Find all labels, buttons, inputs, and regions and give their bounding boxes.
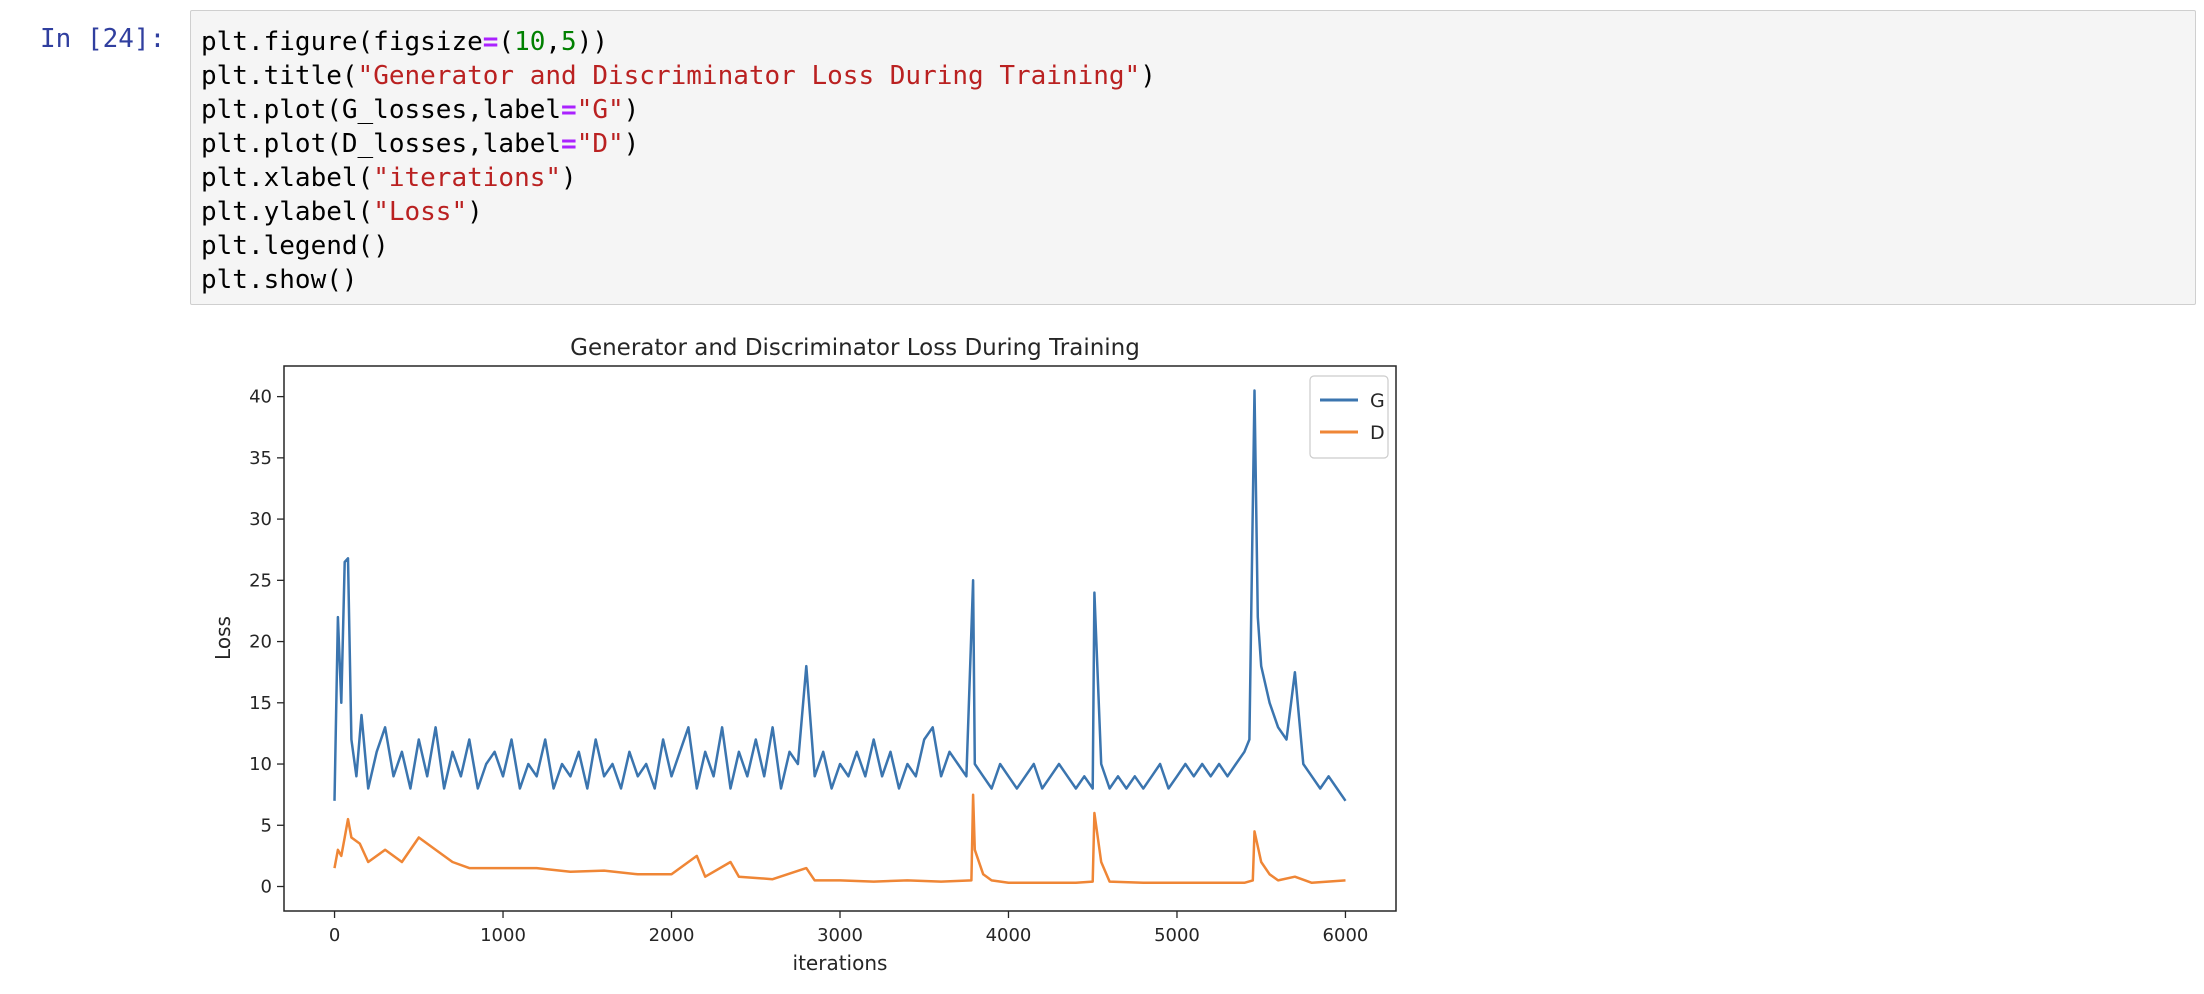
code-token: ( (498, 27, 515, 57)
code-line: plt.plot(D_losses,label="D") (201, 127, 1156, 161)
y-tick-label: 5 (261, 815, 272, 836)
code-token: 5 (561, 27, 577, 57)
y-tick-label: 35 (249, 448, 272, 469)
x-axis: 0 1000 2000 3000 4000 5000 6000 (329, 911, 1369, 946)
code-token: ) (623, 95, 640, 125)
code-line: plt.figure(figsize=(10,5)) (201, 25, 1156, 59)
y-tick-label: 10 (249, 754, 272, 775)
x-tick-label: 0 (329, 925, 340, 946)
series-line-D (333, 793, 1346, 885)
code-token: plt.plot(D_losses,label (201, 129, 562, 159)
code-token: = (561, 129, 577, 159)
y-tick-label: 25 (249, 570, 272, 591)
series-line-G (333, 389, 1347, 802)
code-token: plt.show() (201, 265, 358, 295)
code-token: ) (623, 129, 640, 159)
code-token: "Generator and Discriminator Loss During… (357, 61, 1141, 91)
x-tick-label: 2000 (649, 925, 695, 946)
cell-prompt: In [24]: (40, 24, 166, 54)
code-line: plt.title("Generator and Discriminator L… (201, 59, 1156, 93)
code-line: plt.ylabel("Loss") (201, 195, 1156, 229)
code-line: plt.show() (201, 263, 1156, 297)
chart-title: Generator and Discriminator Loss During … (570, 335, 1140, 361)
code-token: = (482, 27, 499, 57)
code-token: "G" (576, 95, 624, 125)
code-token: "Loss" (373, 197, 468, 227)
code-token: )) (576, 27, 609, 57)
x-tick-label: 5000 (1154, 925, 1200, 946)
code-token: plt.legend() (201, 231, 389, 261)
y-tick-label: 30 (249, 509, 272, 530)
code-token: plt.title( (201, 61, 358, 91)
y-axis: 0 5 10 15 20 25 30 35 40 (249, 387, 284, 898)
y-tick-label: 15 (249, 693, 272, 714)
cell-output: Generator and Discriminator Loss During … (200, 320, 1440, 980)
x-tick-label: 1000 (480, 925, 526, 946)
code-line: plt.plot(G_losses,label="G") (201, 93, 1156, 127)
code-token: 10 (514, 27, 546, 57)
code-token: ) (467, 197, 483, 227)
x-tick-label: 3000 (817, 925, 863, 946)
x-axis-label: iterations (793, 951, 888, 975)
code-token: "iterations" (373, 163, 562, 193)
code-token: plt.plot(G_losses,label (201, 95, 562, 125)
legend: GD (1309, 375, 1389, 459)
legend-box (1309, 375, 1389, 459)
series-layer (333, 389, 1347, 885)
code-token: = (561, 95, 577, 125)
y-tick-label: 40 (249, 387, 272, 408)
code-token: plt.figure(figsize (201, 27, 483, 57)
legend-label-D: D (1370, 422, 1385, 444)
x-tick-label: 4000 (986, 925, 1032, 946)
code-token: plt.xlabel( (201, 163, 374, 193)
y-tick-label: 20 (249, 632, 272, 653)
loss-chart: Generator and Discriminator Loss During … (211, 335, 1397, 975)
y-axis-label: Loss (211, 616, 235, 660)
code-token: ) (561, 163, 577, 193)
code-token: plt.ylabel( (201, 197, 374, 227)
code-token: , (545, 27, 562, 57)
code-line: plt.legend() (201, 229, 1156, 263)
plot-frame (283, 365, 1397, 912)
code-line: plt.xlabel("iterations") (201, 161, 1156, 195)
code-token: ) (1140, 61, 1156, 91)
y-tick-label: 0 (261, 877, 272, 898)
x-tick-label: 6000 (1323, 925, 1369, 946)
code-cell-input[interactable]: plt.figure(figsize=(10,5)) plt.title("Gen… (190, 10, 2196, 305)
legend-label-G: G (1370, 390, 1385, 412)
code-token: "D" (576, 129, 624, 159)
code-editor[interactable]: plt.figure(figsize=(10,5)) plt.title("Gen… (201, 25, 1156, 297)
